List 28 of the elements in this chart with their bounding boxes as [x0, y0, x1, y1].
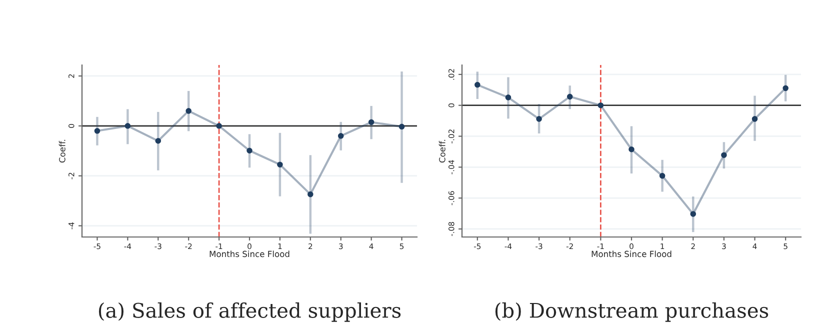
- point: [536, 116, 542, 122]
- point: [752, 116, 758, 122]
- y-axis-title: Coeff.: [58, 140, 66, 163]
- point: [246, 148, 252, 154]
- text: (a) Sales of affected suppliers: [98, 302, 401, 322]
- point: [628, 146, 634, 152]
- text: (b) Downstream purchases: [495, 302, 768, 322]
- point: [474, 82, 480, 88]
- point: [505, 94, 512, 100]
- point: [598, 102, 604, 108]
- point: [338, 133, 344, 139]
- point: [277, 162, 283, 168]
- point: [186, 108, 192, 114]
- point: [690, 211, 696, 217]
- x-axis-title: Months Since Flood: [592, 250, 672, 258]
- x-axis-title: Months Since Flood: [210, 250, 290, 258]
- point: [368, 119, 374, 126]
- point: [124, 123, 131, 129]
- y-axis-title: Coeff.: [438, 140, 446, 163]
- point: [155, 138, 162, 144]
- point: [721, 152, 727, 158]
- point: [566, 94, 573, 100]
- point: [782, 85, 788, 92]
- point: [659, 172, 666, 179]
- point: [398, 124, 405, 130]
- point: [308, 191, 314, 198]
- point: [94, 128, 100, 134]
- point: [216, 123, 222, 129]
